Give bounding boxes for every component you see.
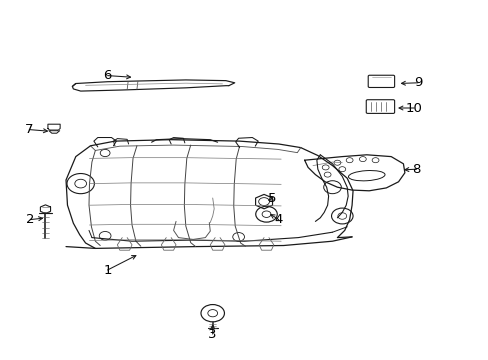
FancyBboxPatch shape [366, 100, 394, 113]
Text: 8: 8 [411, 163, 420, 176]
Text: 1: 1 [103, 264, 112, 276]
FancyBboxPatch shape [367, 75, 394, 87]
Text: 4: 4 [274, 213, 283, 226]
Text: 7: 7 [25, 123, 34, 136]
Text: 9: 9 [413, 76, 422, 89]
Text: 3: 3 [208, 328, 217, 341]
Text: 10: 10 [405, 102, 422, 114]
Text: 2: 2 [26, 213, 35, 226]
Text: 6: 6 [103, 69, 112, 82]
Text: 5: 5 [267, 192, 276, 204]
